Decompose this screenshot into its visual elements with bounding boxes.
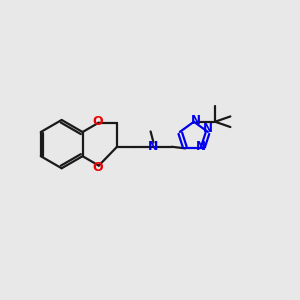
Text: N: N: [196, 140, 206, 153]
Text: O: O: [93, 160, 104, 174]
Text: O: O: [93, 115, 104, 128]
Text: N: N: [203, 122, 213, 136]
Text: N: N: [148, 140, 159, 153]
Text: N: N: [191, 114, 201, 127]
